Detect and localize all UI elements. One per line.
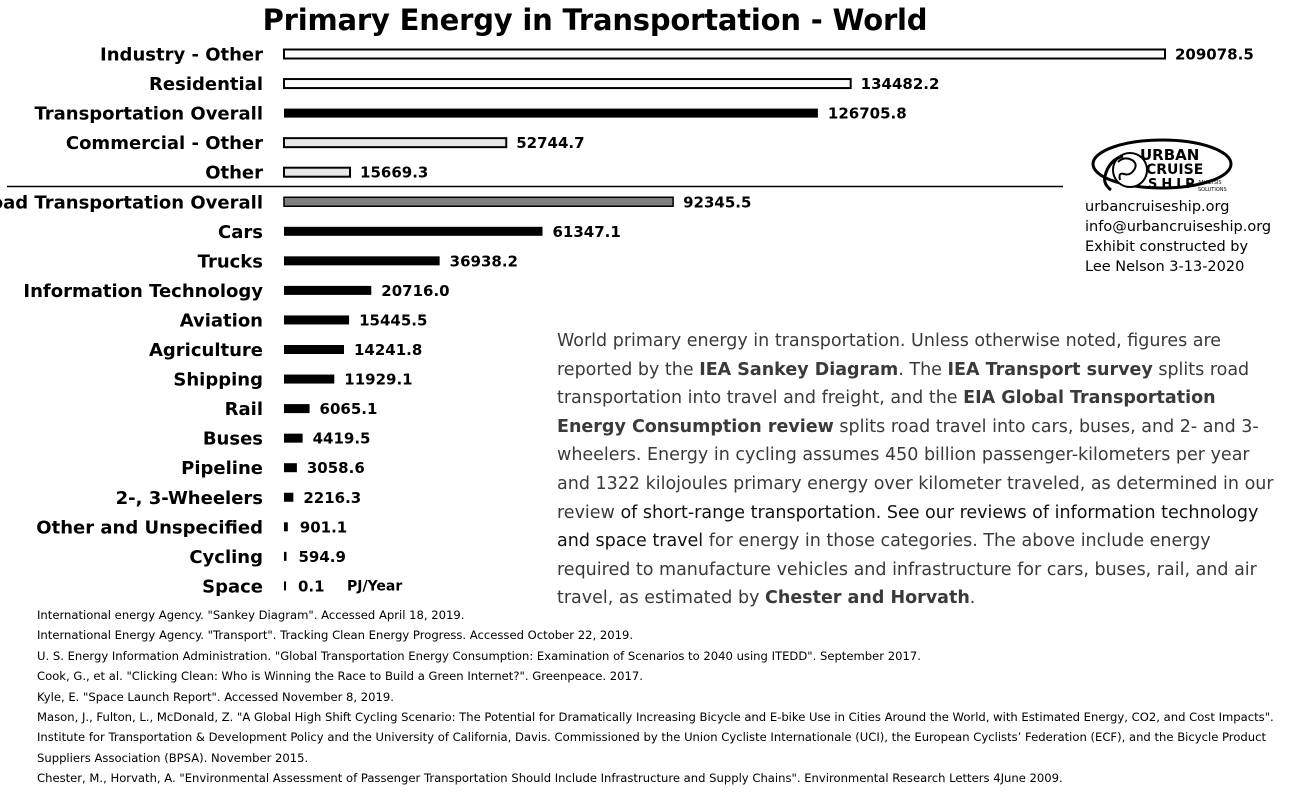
category-label-road-transportation-overall: Road Transportation Overall xyxy=(0,192,263,213)
value-label-transportation-overall: 126705.8 xyxy=(828,105,907,123)
unit-label: PJ/Year xyxy=(347,578,402,594)
value-label-aviation: 15445.5 xyxy=(359,311,427,329)
value-label-information-technology: 20716.0 xyxy=(381,282,449,300)
reference-item: U. S. Energy Information Administration.… xyxy=(37,648,921,663)
value-label-2-3-wheelers: 2216.3 xyxy=(303,489,361,507)
urban-cruise-ship-logo: URBAN CRUISE SHIP ANALYSIS SOLUTIONS xyxy=(1091,138,1233,193)
bar-trucks xyxy=(284,256,440,266)
bar-pipeline xyxy=(284,463,297,473)
category-label-trucks: Trucks xyxy=(198,251,263,272)
chart-title: Primary Energy in Transportation - World xyxy=(262,3,928,37)
category-label-agriculture: Agriculture xyxy=(149,340,263,361)
category-label-rail: Rail xyxy=(225,399,263,420)
category-label-cycling: Cycling xyxy=(189,547,263,568)
bar-other xyxy=(283,166,352,178)
value-label-road-transportation-overall: 92345.5 xyxy=(683,193,751,211)
category-label-buses: Buses xyxy=(203,429,263,450)
bar-buses xyxy=(284,433,303,443)
references-list: International energy Agency. "Sankey Dia… xyxy=(37,605,1287,789)
value-label-trucks: 36938.2 xyxy=(450,252,518,270)
value-label-buses: 4419.5 xyxy=(313,430,371,448)
value-label-space: 0.1 xyxy=(298,577,325,595)
reference-item: Mason, J., Fulton, L., McDonald, Z. "A G… xyxy=(37,710,1274,765)
bar-transportation-overall xyxy=(284,108,818,118)
value-label-industry-other: 209078.5 xyxy=(1175,46,1254,64)
desc-source-eia-review: EIA Global Transportation Energy Consump… xyxy=(557,388,1216,437)
desc-text-5: for energy in those categories. The abov… xyxy=(557,531,1257,609)
logo-line3: SHIP xyxy=(1148,177,1199,192)
reference-item: International energy Agency. "Sankey Dia… xyxy=(37,608,465,622)
bar-road-transportation-overall xyxy=(283,196,674,207)
bar-commercial-other xyxy=(283,137,508,149)
logo-tag2: SOLUTIONS xyxy=(1198,187,1227,193)
bar-other-and-unspecified xyxy=(284,522,288,532)
reference-item: International Energy Agency. "Transport"… xyxy=(37,628,634,643)
logo-line1: URBAN xyxy=(1140,146,1199,164)
category-label-pipeline: Pipeline xyxy=(181,458,263,479)
bar-aviation xyxy=(284,315,350,325)
contact-block: urbancruiseship.org info@urbancruiseship… xyxy=(1085,197,1271,277)
value-label-commercial-other: 52744.7 xyxy=(516,134,584,152)
value-label-rail: 6065.1 xyxy=(320,400,378,418)
value-label-other-and-unspecified: 901.1 xyxy=(300,518,347,536)
desc-text-6: . xyxy=(969,588,976,609)
desc-source-iea-transport: IEA Transport survey xyxy=(947,359,1153,380)
category-label-aviation: Aviation xyxy=(180,310,263,331)
credit-line-2: Lee Nelson 3-13-2020 xyxy=(1085,259,1245,275)
website-link[interactable]: urbancruiseship.org xyxy=(1085,199,1230,215)
category-label-transportation-overall: Transportation Overall xyxy=(34,104,263,125)
bar-2-3-wheelers xyxy=(284,492,294,502)
bar-agriculture xyxy=(284,345,345,354)
desc-text-4: splits road travel into cars, buses, and… xyxy=(557,416,1274,523)
bar-shipping xyxy=(284,374,335,384)
value-label-shipping: 11929.1 xyxy=(344,371,412,389)
bar-industry-other xyxy=(283,48,1166,60)
desc-source-iea-sankey: IEA Sankey Diagram xyxy=(699,359,899,380)
desc-text-2: . The xyxy=(898,359,948,380)
bar-chart: Industry - Other 209078.5 Residential 13448… xyxy=(0,45,1254,598)
reference-item: Chester, M., Horvath, A. "Environmental … xyxy=(37,771,1063,786)
category-label-other: Other xyxy=(205,163,263,184)
reference-item: Kyle, E. "Space Launch Report". Accessed… xyxy=(37,689,394,704)
desc-text-1: World primary energy in transportation. … xyxy=(557,331,1222,380)
desc-source-chester-horvath: Chester and Horvath xyxy=(765,588,970,609)
category-label-other-and-unspecified: Other and Unspecified xyxy=(36,517,263,538)
category-label-commercial-other: Commercial - Other xyxy=(66,133,263,154)
email-link[interactable]: info@urbancruiseship.org xyxy=(1085,219,1272,235)
bar-cars xyxy=(284,226,543,236)
category-label-space: Space xyxy=(202,576,263,597)
category-label-shipping: Shipping xyxy=(173,370,263,391)
category-label-2-3-wheelers: 2-, 3-Wheelers xyxy=(116,488,263,509)
bar-cycling xyxy=(284,551,287,561)
category-label-residential: Residential xyxy=(149,74,263,95)
bar-space xyxy=(284,581,286,591)
value-label-agriculture: 14241.8 xyxy=(354,341,422,359)
bar-information-technology xyxy=(284,285,372,295)
value-label-pipeline: 3058.6 xyxy=(307,459,365,477)
category-label-industry-other: Industry - Other xyxy=(100,45,263,66)
desc-text-3: splits road transportation into travel a… xyxy=(557,359,1250,409)
credit-line-1: Exhibit constructed by xyxy=(1085,239,1249,255)
value-label-residential: 134482.2 xyxy=(861,75,940,93)
category-label-information-technology: Information Technology xyxy=(23,281,263,302)
value-label-other: 15669.3 xyxy=(360,164,428,182)
value-label-cycling: 594.9 xyxy=(299,548,346,566)
value-label-cars: 61347.1 xyxy=(553,223,621,241)
desc-review-links[interactable]: of short-range transportation. See our r… xyxy=(557,502,1259,552)
reference-item: Cook, G., et al. "Clicking Clean: Who is… xyxy=(37,669,643,684)
bar-rail xyxy=(284,404,310,414)
description-paragraph: World primary energy in transportation. … xyxy=(557,327,1282,613)
category-label-cars: Cars xyxy=(218,222,263,243)
logo-tag1: ANALYSIS xyxy=(1198,180,1222,186)
logo-line2: CRUISE xyxy=(1146,162,1203,178)
bar-residential xyxy=(283,78,852,90)
